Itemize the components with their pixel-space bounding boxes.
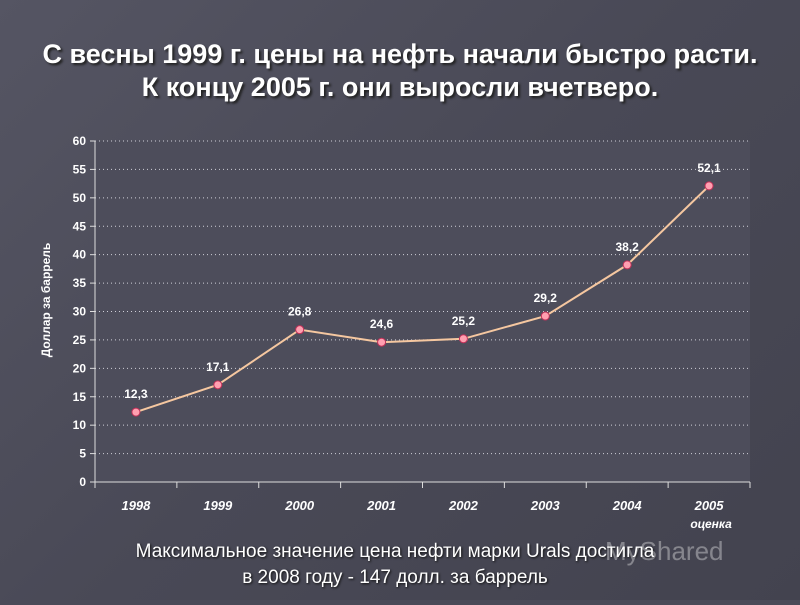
data-point (540, 311, 550, 321)
data-point (458, 334, 468, 344)
slide-title: С весны 1999 г. цены на нефть начали быс… (0, 38, 800, 104)
y-tick-label: 25 (73, 333, 87, 347)
price-line (135, 185, 710, 414)
data-label: 52,1 (697, 161, 721, 175)
y-axis: 0 5 10 15 20 25 30 35 40 45 50 55 60 (73, 134, 96, 489)
x-tick-label: 2005 (694, 498, 725, 513)
y-tick-label: 50 (73, 191, 87, 205)
y-tick-label: 55 (73, 162, 87, 176)
y-tick-label: 30 (73, 305, 87, 319)
plot-area (95, 141, 750, 482)
y-axis-label: Доллар за баррель (39, 243, 53, 358)
data-labels: 12,3 17,1 26,8 24,6 25,2 29,2 38,2 52,1 (124, 161, 721, 401)
y-tick-label: 20 (73, 361, 87, 375)
caption-line-2: в 2008 году - 147 долл. за баррель (242, 567, 548, 588)
data-label: 26,8 (288, 305, 312, 319)
caption-line-1: Максимальное значение цена нефти марки U… (135, 541, 655, 562)
x-tick-label: 2003 (530, 498, 561, 513)
data-label: 29,2 (534, 291, 558, 305)
x-axis: 1998 1999 2000 2001 2002 2003 2004 2005 оценка (94, 481, 751, 531)
data-label: 12,3 (124, 387, 148, 401)
y-tick-label: 15 (73, 390, 87, 404)
x-tick-label: 2001 (366, 498, 396, 513)
x-tick-label: 2004 (612, 498, 643, 513)
data-point (377, 337, 387, 347)
data-label: 25,2 (452, 314, 476, 328)
y-tick-label: 60 (73, 134, 87, 148)
data-point (622, 260, 632, 270)
data-label: 38,2 (616, 240, 640, 254)
x-tick-label: 1998 (121, 498, 151, 513)
title-line-1: С весны 1999 г. цены на нефть начали быс… (42, 39, 758, 69)
y-tick-label: 0 (79, 475, 86, 489)
x-tick-label: 1999 (203, 498, 233, 513)
y-tick-label: 10 (73, 418, 87, 432)
data-point (213, 380, 223, 390)
y-tick-label: 45 (73, 219, 87, 233)
y-tick-label: 40 (73, 248, 87, 262)
watermark: MyShared (605, 536, 724, 566)
x-tick-sublabel: оценка (690, 517, 732, 531)
data-label: 17,1 (206, 360, 230, 374)
y-tick-label: 35 (73, 276, 87, 290)
series-line (131, 181, 714, 417)
data-point (295, 325, 305, 335)
y-tick-label: 5 (79, 447, 86, 461)
title-line-2: К концу 2005 г. они выросли вчетверо. (141, 72, 659, 102)
data-point (704, 181, 714, 191)
data-point (131, 407, 141, 417)
x-tick-label: 2000 (284, 498, 315, 513)
data-label: 24,6 (370, 317, 394, 331)
caption: Максимальное значение цена нефти марки U… (60, 539, 730, 591)
x-tick-label: 2002 (448, 498, 479, 513)
